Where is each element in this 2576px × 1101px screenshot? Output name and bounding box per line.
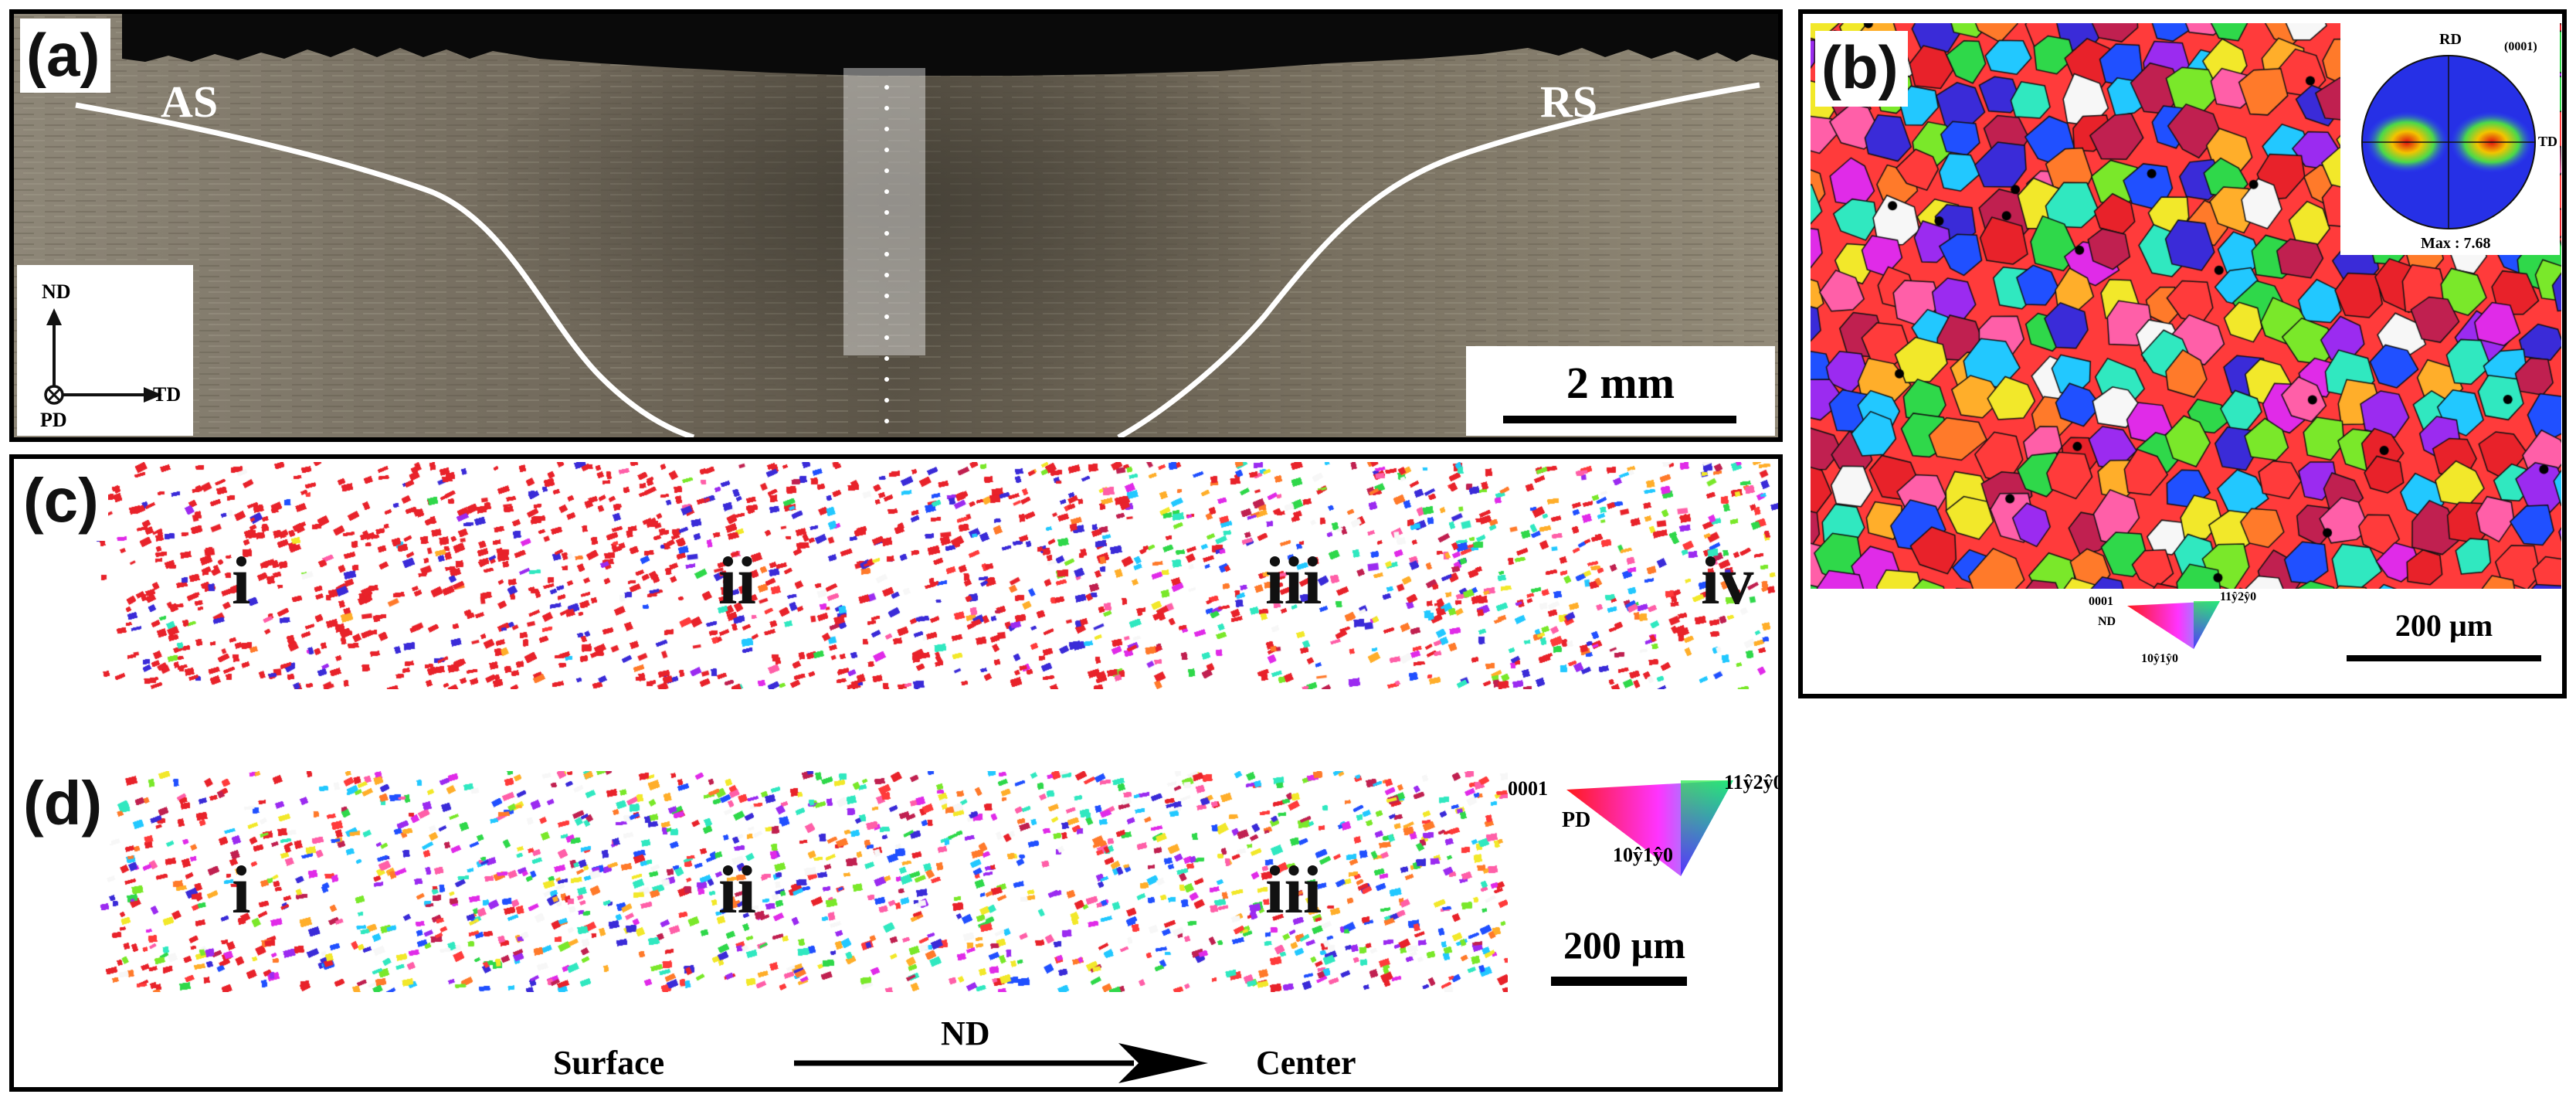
axis-nd-label: ND: [42, 280, 71, 303]
hardness-dot: [884, 314, 889, 319]
axis-arrows-icon: [44, 308, 162, 405]
axis-td-label: TD: [153, 383, 182, 406]
hardness-dot: [884, 419, 889, 423]
ipf-nd-axis-label: ND: [2098, 615, 2116, 628]
panel-b: (b) RD (0001) TD Max : 7.68: [1798, 9, 2567, 698]
advancing-side-label: AS: [161, 76, 219, 127]
panel-label-c: (c): [17, 464, 108, 541]
pole-figure: [2361, 55, 2536, 229]
pole-figure-rd-label: RD: [2439, 31, 2462, 48]
region-d-ii: ii: [718, 853, 756, 928]
panel-label-a: (a): [20, 19, 111, 93]
hardness-dot: [884, 398, 889, 403]
hardness-dot: [884, 356, 889, 361]
ipf-color-key-pd: [1566, 780, 1733, 876]
ipf-nd-1120-label: 11ŷ2ŷ0: [2220, 590, 2257, 603]
scale-bar-line-d: [1551, 977, 1687, 986]
ipf-pd-1010-label: 10ŷ1ŷ0: [1613, 844, 1673, 866]
hardness-dot: [884, 106, 889, 110]
region-c-iv: iv: [1701, 544, 1754, 619]
hardness-dot: [884, 231, 889, 236]
ipf-nd-1010-label: 10ŷ1ŷ0: [2141, 652, 2178, 665]
ipf-nd-0001-label: 0001: [2089, 595, 2113, 608]
region-c-iii: iii: [1265, 544, 1322, 619]
ipf-pd-0001-label: 0001: [1508, 777, 1548, 800]
hardness-dot: [884, 377, 889, 382]
panel-cd: (c) (d) i ii iii iv i ii iii 0001 11ŷ2ŷ0…: [9, 454, 1783, 1092]
pole-figure-inset: RD (0001) TD Max : 7.68: [2340, 23, 2560, 255]
hardness-dot: [884, 210, 889, 215]
hardness-dot: [884, 252, 889, 257]
region-d-i: i: [232, 853, 251, 928]
direction-nd-label: ND: [941, 1014, 990, 1052]
hardness-dot: [884, 294, 889, 298]
region-d-iii: iii: [1265, 853, 1322, 928]
hardness-dot: [884, 85, 889, 90]
hardness-dot: [884, 335, 889, 340]
ebsd-map-d: [91, 771, 1508, 992]
direction-start-label: Surface: [553, 1044, 665, 1082]
retreating-side-label: RS: [1540, 76, 1598, 127]
hardness-dot: [884, 148, 889, 152]
axis-indicator: ND TD PD: [17, 265, 193, 436]
direction-arrow-icon: [794, 1043, 1208, 1083]
scale-bar-label-d: 200 µm: [1563, 923, 1685, 967]
pole-figure-max-label: Max : 7.68: [2421, 235, 2491, 252]
direction-end-label: Center: [1256, 1044, 1356, 1082]
ebsd-map-c: [91, 462, 1778, 689]
scale-bar-label-a: 2 mm: [1566, 358, 1675, 408]
panel-label-d: (d): [17, 766, 112, 844]
region-c-ii: ii: [718, 544, 756, 619]
ipf-pd-axis-label: PD: [1562, 808, 1591, 832]
hardness-dot: [884, 168, 889, 173]
panel-label-b: (b): [1815, 31, 1908, 107]
region-c-i: i: [232, 544, 251, 619]
panel-a: (a) AS RS ND TD PD 2 mm: [9, 9, 1783, 442]
ipf-pd-1120-label: 11ŷ2ŷ0: [1724, 771, 1783, 793]
ipf-color-key-nd: [2127, 601, 2220, 649]
hardness-dot: [884, 273, 889, 277]
hardness-dot: [884, 189, 889, 194]
axis-pd-label: PD: [40, 409, 67, 431]
scale-bar-line-b: [2347, 655, 2541, 661]
scale-bar-box-a: 2 mm: [1466, 346, 1775, 436]
pole-figure-td-label: TD: [2538, 134, 2558, 149]
hardness-indent-dots: [884, 85, 889, 437]
pole-figure-plane-label: (0001): [2504, 40, 2537, 53]
hardness-dot: [884, 127, 889, 131]
scale-bar-line-a: [1503, 416, 1736, 423]
scale-bar-label-b: 200 µm: [2394, 608, 2493, 643]
